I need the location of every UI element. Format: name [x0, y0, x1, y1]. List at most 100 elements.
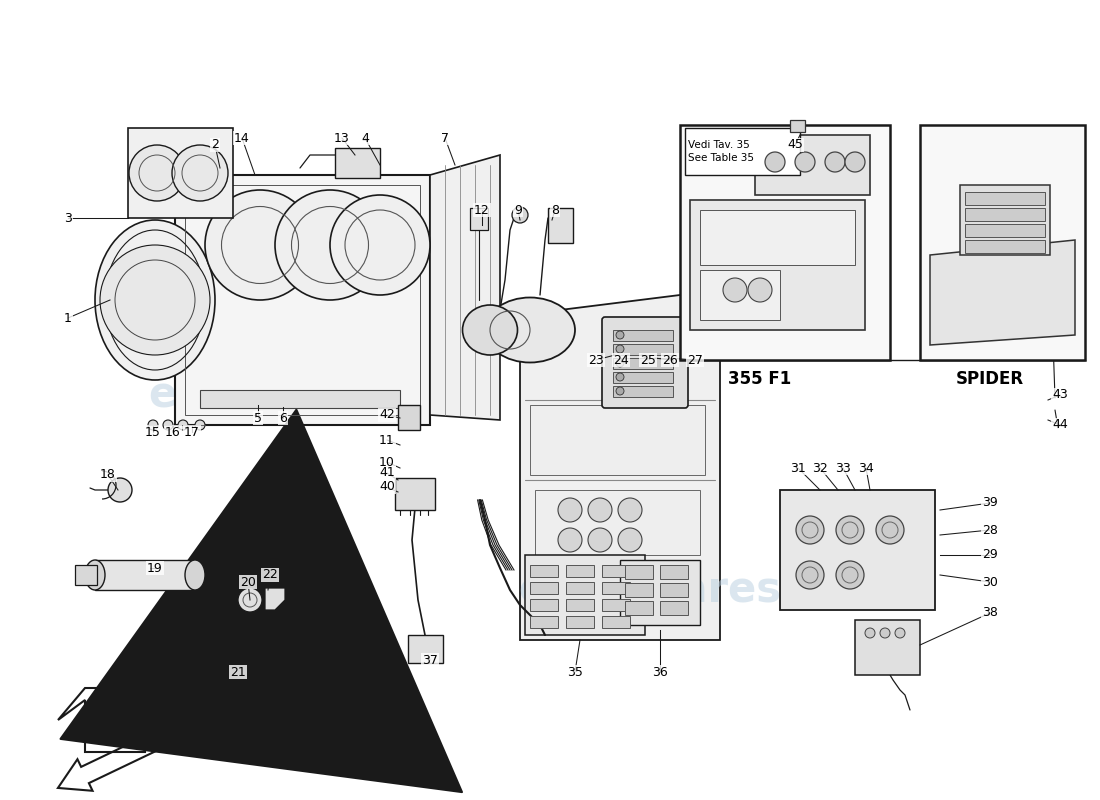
Circle shape [588, 498, 612, 522]
Bar [625, 565, 653, 579]
Text: 16: 16 [165, 426, 180, 438]
Bar [965, 240, 1045, 253]
Bar [700, 270, 780, 320]
Circle shape [836, 516, 864, 544]
Text: 15: 15 [145, 426, 161, 438]
Text: 7: 7 [441, 131, 449, 145]
Circle shape [748, 278, 772, 302]
Bar [530, 582, 558, 594]
Bar [602, 565, 630, 577]
Text: 42: 42 [379, 409, 395, 422]
Bar [613, 344, 673, 355]
Circle shape [616, 359, 624, 367]
Bar [530, 565, 558, 577]
Bar [200, 390, 400, 408]
Bar [855, 620, 920, 675]
Text: 28: 28 [982, 523, 998, 537]
Text: 39: 39 [982, 497, 998, 510]
Text: 22: 22 [262, 569, 278, 582]
Circle shape [616, 331, 624, 339]
Ellipse shape [85, 560, 104, 590]
Bar [602, 582, 630, 594]
Circle shape [796, 561, 824, 589]
Bar [336, 148, 380, 178]
Bar [790, 120, 805, 132]
Bar [525, 555, 645, 635]
Text: 33: 33 [835, 462, 851, 474]
Text: eurospares: eurospares [148, 374, 411, 416]
Text: 9: 9 [514, 203, 521, 217]
Bar [685, 128, 800, 175]
Text: SPIDER: SPIDER [956, 370, 1024, 388]
Circle shape [275, 190, 385, 300]
Circle shape [558, 528, 582, 552]
Circle shape [512, 207, 528, 223]
Bar [530, 405, 705, 475]
Text: Vedi Tav. 35
See Table 35: Vedi Tav. 35 See Table 35 [688, 140, 754, 163]
Circle shape [618, 498, 642, 522]
Circle shape [764, 152, 785, 172]
Ellipse shape [185, 560, 205, 590]
Bar [128, 128, 233, 218]
Text: 20: 20 [240, 575, 256, 589]
Text: 29: 29 [982, 549, 998, 562]
Text: 36: 36 [652, 666, 668, 678]
Text: 30: 30 [982, 575, 998, 589]
Bar [566, 582, 594, 594]
Circle shape [796, 516, 824, 544]
Bar [530, 616, 558, 628]
Bar [535, 490, 700, 555]
Polygon shape [265, 588, 285, 610]
Circle shape [616, 345, 624, 353]
Bar [780, 490, 935, 610]
Bar [566, 565, 594, 577]
Text: 21: 21 [230, 666, 246, 678]
Circle shape [108, 478, 132, 502]
Bar [965, 192, 1045, 205]
Bar [660, 583, 688, 597]
Text: 355 F1: 355 F1 [728, 370, 792, 388]
Text: 12: 12 [474, 203, 490, 217]
Text: 32: 32 [812, 462, 828, 474]
Circle shape [825, 152, 845, 172]
Circle shape [845, 152, 865, 172]
Text: 45: 45 [788, 138, 803, 151]
Text: 40: 40 [379, 481, 395, 494]
Bar [566, 616, 594, 628]
Bar [602, 616, 630, 628]
Bar [625, 583, 653, 597]
Circle shape [195, 420, 205, 430]
Text: 23: 23 [588, 354, 604, 366]
Text: 17: 17 [184, 426, 200, 438]
Circle shape [616, 387, 624, 395]
Text: 41: 41 [379, 466, 395, 479]
Text: 4: 4 [361, 131, 368, 145]
Bar [690, 200, 865, 330]
Circle shape [178, 420, 188, 430]
Text: 38: 38 [982, 606, 998, 619]
Text: 25: 25 [640, 354, 656, 366]
Text: 26: 26 [662, 354, 678, 366]
Bar [185, 185, 420, 415]
FancyBboxPatch shape [602, 317, 688, 408]
Bar [613, 330, 673, 341]
Circle shape [836, 561, 864, 589]
Bar [175, 175, 430, 425]
Text: 8: 8 [551, 203, 559, 217]
Bar [755, 135, 870, 195]
Text: 27: 27 [688, 354, 703, 366]
Bar [398, 405, 420, 430]
Text: 34: 34 [858, 462, 873, 474]
Circle shape [618, 528, 642, 552]
Circle shape [880, 628, 890, 638]
Circle shape [129, 145, 185, 201]
Text: 2: 2 [211, 138, 219, 151]
Bar [530, 599, 558, 611]
Bar [700, 210, 855, 265]
Circle shape [865, 628, 874, 638]
Circle shape [876, 516, 904, 544]
Circle shape [172, 145, 228, 201]
Circle shape [163, 420, 173, 430]
Ellipse shape [462, 305, 517, 355]
Circle shape [330, 195, 430, 295]
